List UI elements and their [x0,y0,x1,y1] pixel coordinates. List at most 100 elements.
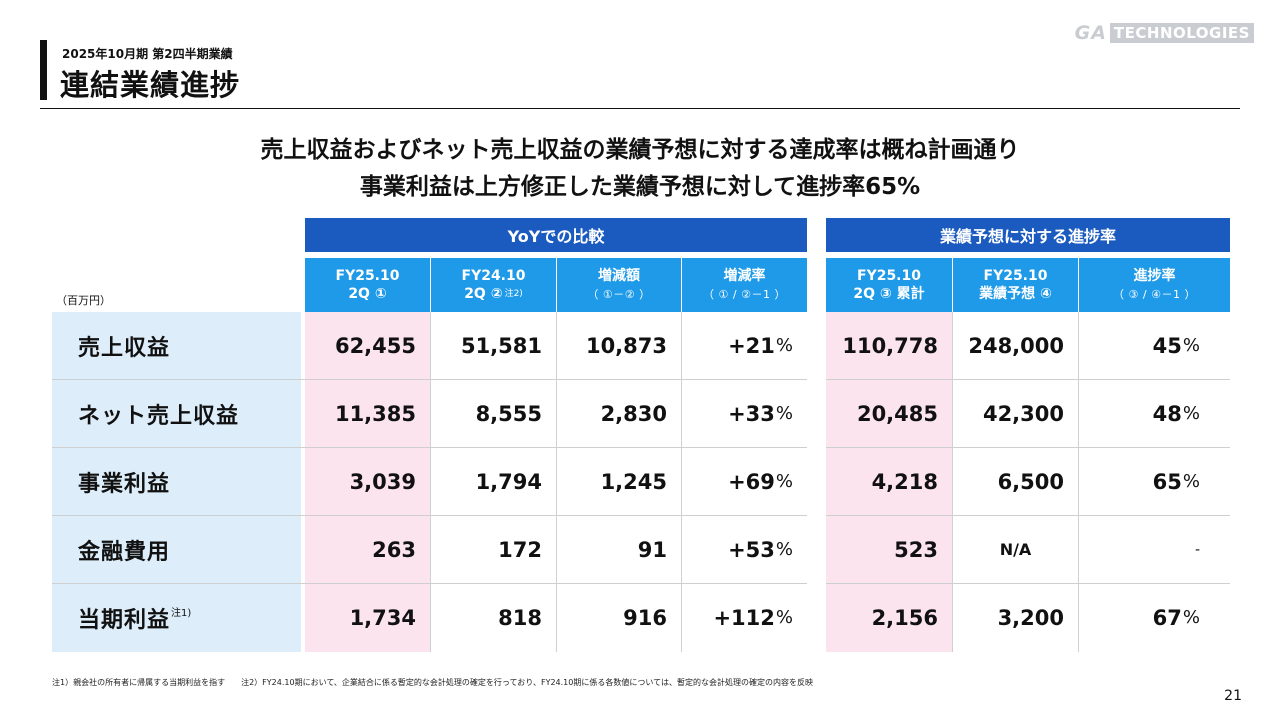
cell-value: 6,500 [997,469,1064,494]
percent-sign: % [1182,403,1200,424]
company-logo: GA TECHNOLOGIES [1075,22,1254,44]
cell-value: 67 [1152,605,1182,630]
table-cell: 10,873 [557,312,681,379]
cell-value: 62,455 [334,333,416,358]
table-cell: +53% [682,516,807,583]
column-header-subtitle: （ ①－② ） [587,287,651,301]
table-cell: 11,385 [305,380,430,447]
cell-value: +69 [728,469,775,494]
cell-value: 818 [498,605,542,630]
cell-value: 8,555 [475,401,542,426]
table-cell: 45% [1079,312,1230,379]
cell-value: 3,200 [997,605,1064,630]
cell-value: - [1194,541,1200,558]
table-cell: 2,830 [557,380,681,447]
table-cell: 20,485 [826,380,952,447]
column-header-title: FY25.10 [857,268,921,284]
table-cell: 4,218 [826,448,952,515]
table-cell: +69% [682,448,807,515]
cell-value: 91 [637,537,667,562]
footnote: 注1）親会社の所有者に帰属する当期利益を指す 注2）FY24.10期において、企… [52,678,813,687]
column-divider [430,312,431,652]
table-cell: N/A [953,516,1078,583]
cell-value: 110,778 [842,333,938,358]
row-label-text: 当期利益 [78,607,171,633]
column-header-title: 増減率 [723,267,766,284]
column-header-title: FY25.10 [335,268,400,284]
column-divider [1078,312,1079,652]
row-label: ネット売上収益 [78,380,239,447]
row-label-text: 金融費用 [78,539,171,565]
table-cell: 51,581 [431,312,556,379]
headline-line-2: 事業利益は上方修正した業績予想に対して進捗率65% [359,174,921,200]
row-divider [826,379,1230,380]
table-cell: 172 [431,516,556,583]
column-header-title: FY24.10 [461,268,526,284]
table-cell: 62,455 [305,312,430,379]
percent-sign: % [1182,607,1200,628]
column-header-title: 増減額 [598,267,640,284]
table-cell: 263 [305,516,430,583]
highlight-column [305,312,430,652]
logo-ga: GA [1074,22,1107,44]
row-divider [52,583,807,584]
cell-value: 916 [623,605,667,630]
page-subtitle: 2025年10月期 第2四半期業績 [62,47,233,61]
column-divider [556,312,557,652]
table-cell: - [1079,516,1230,583]
table-cell: +21% [682,312,807,379]
cell-value: 45 [1152,333,1182,358]
table-cell: 1,794 [431,448,556,515]
cell-value: +21 [728,333,775,358]
cell-value: 172 [498,537,542,562]
percent-sign: % [1182,471,1200,492]
row-label: 金融費用 [78,516,170,583]
percent-sign: % [1182,335,1200,356]
cell-value: N/A [999,540,1032,559]
table-cell: 65% [1079,448,1230,515]
column-divider [681,312,682,652]
column-divider [952,312,953,652]
column-header-title: FY25.10 [983,268,1048,284]
row-divider [826,447,1230,448]
headline-line-1: 売上収益およびネット売上収益の業績予想に対する達成率は概ね計画通り [260,137,1020,163]
page-title: 連結業績進捗 [60,68,241,102]
table-cell: 248,000 [953,312,1078,379]
cell-value: 11,385 [334,401,416,426]
row-label-text: ネット売上収益 [78,403,240,429]
cell-value: 65 [1152,469,1182,494]
column-header-note: 注2) [504,289,523,299]
table-cell: 2,156 [826,584,952,651]
cell-value: 42,300 [982,401,1064,426]
cell-value: 4,218 [871,469,938,494]
table-cell: 523 [826,516,952,583]
title-accent-bar [40,40,47,100]
row-label: 事業利益 [78,448,170,515]
column-header-title: 進捗率 [1133,267,1176,284]
row-label-note: 注1) [171,608,192,619]
cell-value: 248,000 [968,333,1064,358]
table-cell: 1,245 [557,448,681,515]
cell-value: 51,581 [460,333,542,358]
column-header-subtitle: 業績予想 ④ [979,286,1052,302]
table-cell: 916 [557,584,681,651]
column-header: 進捗率 （ ③ / ④－1 ） [1079,258,1230,312]
column-header-subtitle: 2Q ① [348,286,387,302]
cell-value: 48 [1152,401,1182,426]
table-cell: 3,200 [953,584,1078,651]
header-divider [40,108,1240,109]
page-number: 21 [1224,688,1242,704]
percent-sign: % [775,471,793,492]
table-cell: 91 [557,516,681,583]
table-cell: 48% [1079,380,1230,447]
row-divider [52,515,807,516]
column-header: 増減額 （ ①－② ） [557,258,681,312]
row-label-text: 事業利益 [78,471,171,497]
column-header-subtitle: 2Q ③ 累計 [853,286,925,302]
column-header: FY25.10 2Q ③ 累計 [826,258,952,312]
cell-value: 523 [894,537,938,562]
row-label: 売上収益 [78,312,170,379]
row-divider [52,447,807,448]
percent-sign: % [775,403,793,424]
column-header: FY24.10 2Q ② 注2) [431,258,556,312]
